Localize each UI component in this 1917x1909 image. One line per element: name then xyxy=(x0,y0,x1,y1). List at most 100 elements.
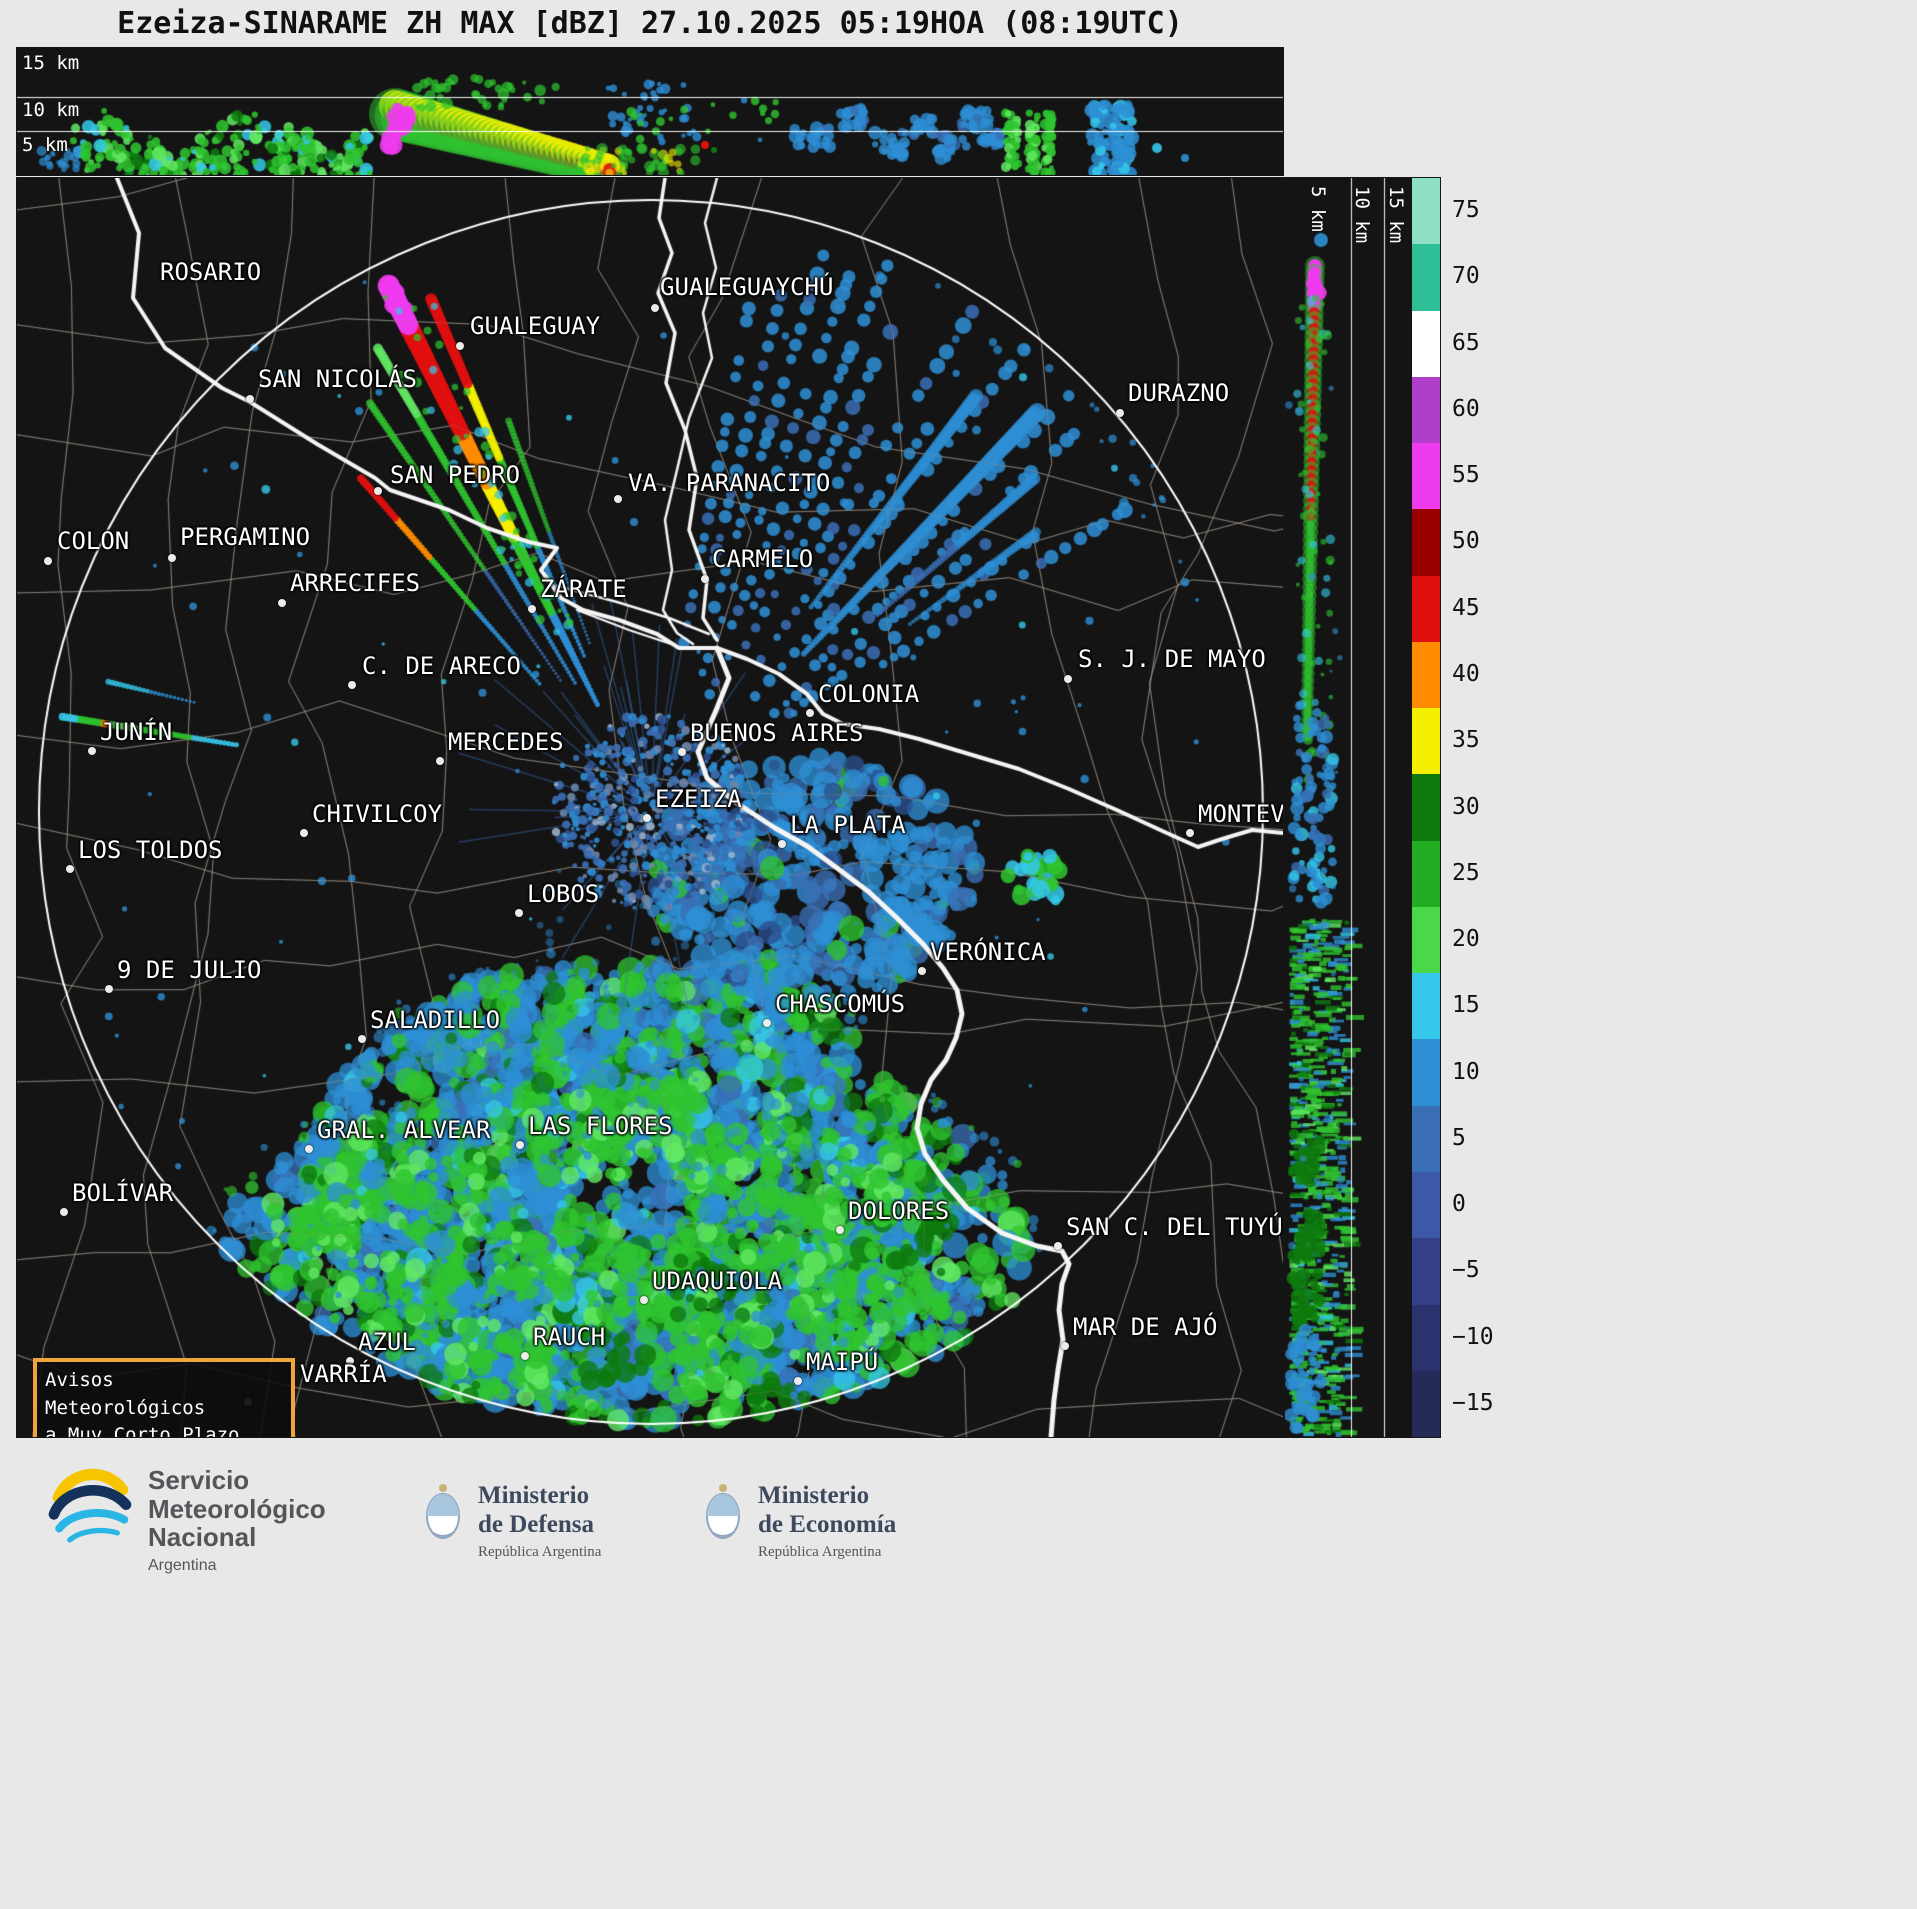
colorbar-tick: −5 xyxy=(1452,1257,1480,1284)
city-dot xyxy=(794,1377,802,1385)
ministry-economia-block: Ministerio de Economía República Argenti… xyxy=(700,1482,896,1561)
colorbar-tick: 20 xyxy=(1452,926,1480,953)
city-label-san-nicol-s: SAN NICOLÁS xyxy=(258,365,417,393)
city-dot xyxy=(88,747,96,755)
colorbar-tick: 30 xyxy=(1452,793,1480,820)
radar-map-canvas xyxy=(17,178,1283,1437)
city-labels-layer: ROSARIO GUALEGUAYCHÚ GUALEGUAY SAN NICOLÁS D… xyxy=(17,178,1283,1437)
colorbar-segment xyxy=(1412,1370,1440,1438)
warning-line-1: Avisos Meteorológicos xyxy=(45,1369,206,1419)
colorbar-tick: 15 xyxy=(1452,992,1480,1019)
city-dot xyxy=(305,1145,313,1153)
ministry-defensa-text: Ministerio de Defensa República Argentin… xyxy=(478,1482,601,1561)
colorbar-tick: 60 xyxy=(1452,395,1480,422)
city-dot xyxy=(60,1208,68,1216)
colorbar-tick: 5 xyxy=(1452,1124,1466,1151)
smn-country: Argentina xyxy=(148,1556,217,1574)
coat-of-arms-icon xyxy=(426,1484,460,1539)
colorbar-tick: 50 xyxy=(1452,528,1480,555)
smn-line-2: Meteorológico xyxy=(148,1493,326,1524)
city-label-las-flores: LAS FLORES xyxy=(528,1112,673,1140)
city-label-san-c-del-tuy-: SAN C. DEL TUYÚ xyxy=(1066,1213,1283,1241)
city-label-saladillo: SALADILLO xyxy=(370,1006,501,1034)
colorbar-segment xyxy=(1412,708,1440,775)
city-dot xyxy=(346,1357,354,1365)
city-dot xyxy=(640,1296,648,1304)
smn-line-3: Nacional xyxy=(148,1522,257,1553)
colorbar-segment xyxy=(1412,244,1440,311)
city-dot xyxy=(1116,409,1124,417)
city-dot xyxy=(278,599,286,607)
city-dot xyxy=(300,829,308,837)
city-label-gualeguaych-: GUALEGUAYCHÚ xyxy=(660,273,834,301)
colorbar-tick: 65 xyxy=(1452,329,1480,356)
city-dot xyxy=(1054,1242,1062,1250)
city-dot xyxy=(105,985,113,993)
city-dot xyxy=(1186,829,1194,837)
height-label-10km-right: 10 km xyxy=(1351,186,1373,244)
city-dot xyxy=(836,1226,844,1234)
colorbar-segment xyxy=(1412,1304,1440,1371)
city-dot xyxy=(348,681,356,689)
colorbar-tick: 70 xyxy=(1452,263,1480,290)
city-label-montev: MONTEV xyxy=(1198,800,1283,828)
colorbar-tick: 75 xyxy=(1452,197,1480,224)
city-dot xyxy=(528,605,536,613)
defensa-subtitle: República Argentina xyxy=(478,1544,602,1560)
city-label-lobos: LOBOS xyxy=(527,880,600,908)
city-dot xyxy=(521,1352,529,1360)
height-label-5km-top: 5 km xyxy=(22,134,68,156)
colorbar-tick: −10 xyxy=(1452,1323,1494,1350)
city-label-rauch: RAUCH xyxy=(533,1323,606,1351)
city-label-bol-var: BOLÍVAR xyxy=(72,1179,174,1207)
colorbar-segment xyxy=(1412,973,1440,1040)
smn-logo-text: Servicio Meteorológico Nacional Argentin… xyxy=(148,1466,326,1574)
colorbar-tick: 25 xyxy=(1452,859,1480,886)
economia-subtitle: República Argentina xyxy=(758,1544,882,1560)
colorbar-segment xyxy=(1412,1171,1440,1239)
economia-line-1: Ministerio xyxy=(758,1482,870,1509)
city-label-maip-: MAIPÚ xyxy=(806,1348,879,1376)
city-label-arrecifes: ARRECIFES xyxy=(290,569,421,597)
city-label-udaquiola: UDAQUIOLA xyxy=(652,1267,783,1295)
colorbar-segment xyxy=(1412,840,1440,907)
city-dot xyxy=(436,757,444,765)
city-label-jun-n: JUNÍN xyxy=(100,718,173,746)
city-dot xyxy=(168,554,176,562)
city-label-c-de-areco: C. DE ARECO xyxy=(362,652,521,680)
warning-box: Avisos Meteorológicos a Muy Corto Plazo xyxy=(33,1358,295,1437)
smn-logo-block: Servicio Meteorológico Nacional Argentin… xyxy=(46,1466,326,1574)
city-dot xyxy=(44,557,52,565)
city-label-colon: COLON xyxy=(57,527,130,555)
city-label-los-toldos: LOS TOLDOS xyxy=(78,836,223,864)
city-label-ezeiza: EZEIZA xyxy=(655,785,742,813)
city-dot xyxy=(806,709,814,717)
height-label-15km-top: 15 km xyxy=(22,52,80,74)
city-dot xyxy=(358,1035,366,1043)
city-label-z-rate: ZÁRATE xyxy=(540,575,627,603)
city-label-buenos-aires: BUENOS AIRES xyxy=(690,719,864,747)
colorbar-tick: 45 xyxy=(1452,594,1480,621)
height-label-15km-right: 15 km xyxy=(1385,186,1407,244)
city-dot xyxy=(66,865,74,873)
coat-of-arms-icon xyxy=(706,1484,740,1539)
city-dot xyxy=(456,342,464,350)
city-label-s-j-de-mayo: S. J. DE MAYO xyxy=(1078,645,1266,673)
city-label-pergamino: PERGAMINO xyxy=(180,523,311,551)
colorbar-segment xyxy=(1412,774,1440,841)
top-height-profile-panel: 15 km 10 km 5 km xyxy=(16,47,1284,176)
city-label-va-paranacito: VA. PARANACITO xyxy=(628,469,831,497)
city-label-rosario: ROSARIO xyxy=(160,258,262,286)
city-label-gualeguay: GUALEGUAY xyxy=(470,312,601,340)
city-dot xyxy=(515,909,523,917)
city-label-ver-nica: VERÓNICA xyxy=(930,938,1046,966)
city-dot xyxy=(678,748,686,756)
colorbar-tick: 10 xyxy=(1452,1058,1480,1085)
colorbar-tick: 40 xyxy=(1452,660,1480,687)
colorbar-segment xyxy=(1412,641,1440,709)
city-dot xyxy=(643,814,651,822)
city-dot xyxy=(614,495,622,503)
colorbar-tick: −15 xyxy=(1452,1389,1494,1416)
right-height-profile-canvas xyxy=(1285,178,1412,1437)
city-dot xyxy=(1064,675,1072,683)
